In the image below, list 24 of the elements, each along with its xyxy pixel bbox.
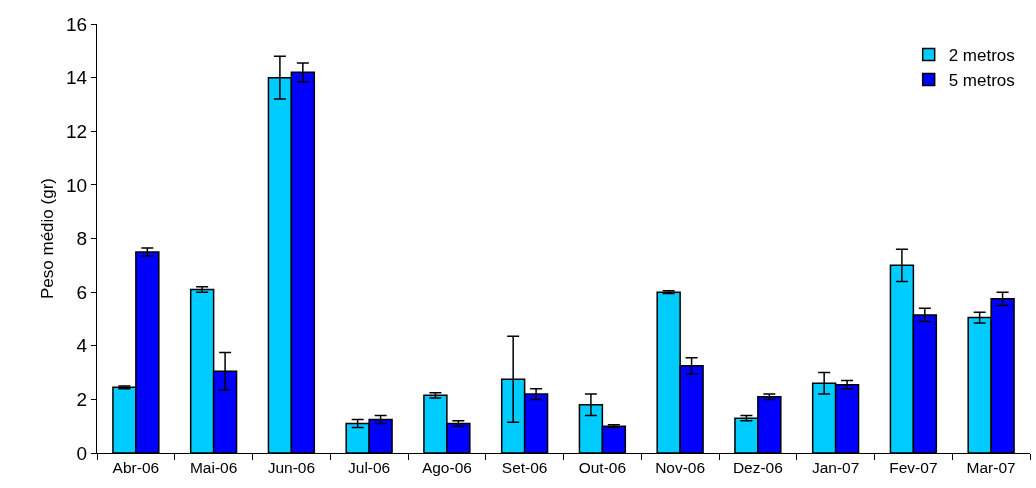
y-tick-label: 14 <box>66 67 88 89</box>
x-tick-label: Fev-07 <box>889 458 938 476</box>
y-axis-title: Peso médio (gr) <box>38 178 57 299</box>
y-tick-label: 10 <box>66 174 88 196</box>
y-tick-label: 8 <box>76 228 88 250</box>
x-tick-label: Jun-06 <box>267 458 316 476</box>
legend-label: 2 metros <box>948 46 1015 66</box>
x-tick-label: Abr-06 <box>112 458 160 476</box>
y-tick-label: 12 <box>66 120 88 142</box>
x-tick-label: Mai-06 <box>189 458 238 476</box>
y-tick-label: 16 <box>66 13 88 35</box>
y-tick-label: 2 <box>76 389 88 411</box>
x-tick-label: Mar-07 <box>966 458 1016 476</box>
y-tick-label: 6 <box>76 281 88 303</box>
x-tick-label: Out-06 <box>578 458 627 476</box>
y-tick-label: 4 <box>76 335 88 357</box>
x-tick-label: Set-06 <box>501 458 548 476</box>
legend-label: 5 metros <box>948 71 1015 91</box>
y-tick-label: 0 <box>76 442 88 464</box>
x-tick-label: Jan-07 <box>811 458 860 476</box>
x-tick-label: Ago-06 <box>421 458 472 476</box>
x-tick-label: Dez-06 <box>732 458 783 476</box>
x-tick-label: Nov-06 <box>655 458 706 476</box>
x-tick-label: Jul-06 <box>348 458 391 476</box>
